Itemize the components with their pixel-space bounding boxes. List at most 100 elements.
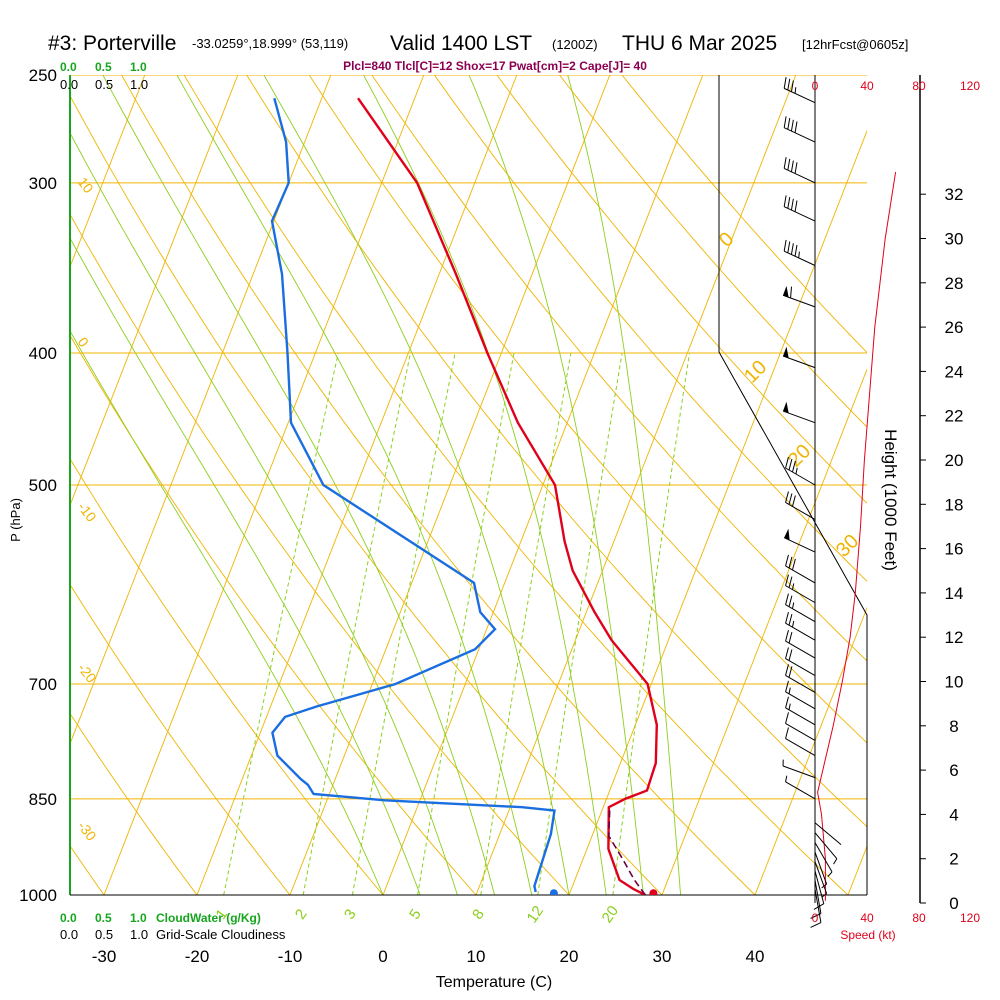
pressure-tick-label: 850 xyxy=(29,790,57,809)
wind-barb-staff xyxy=(814,842,833,873)
station-title: #3: Porterville xyxy=(48,32,176,55)
temperature-tick-label: -20 xyxy=(185,947,210,966)
x-axis-title: Temperature (C) xyxy=(436,974,552,991)
dry-adiabat-line xyxy=(70,845,105,895)
wind-barb-half xyxy=(821,893,827,898)
wind-barb-full xyxy=(785,612,789,624)
cloudiness-tick-2-top: 1.0 xyxy=(130,77,148,92)
wind-barb-half xyxy=(791,583,795,590)
wind-barb-full xyxy=(785,712,789,724)
moist-adiabat-line xyxy=(102,75,496,895)
wind-barb xyxy=(785,574,816,604)
wind-barb-full xyxy=(790,198,794,211)
wind-barb-full xyxy=(791,495,796,507)
wind-barb xyxy=(785,664,816,693)
wind-barb-full xyxy=(788,614,793,626)
speed-axis-label: Speed (kt) xyxy=(840,928,895,942)
temperature-tick-label: -30 xyxy=(92,947,117,966)
wind-barb xyxy=(814,861,828,898)
surface-dewpoint-point xyxy=(549,889,558,895)
dry-adiabat-line xyxy=(621,75,867,354)
wind-barb-full xyxy=(788,595,793,607)
wind-barb-full xyxy=(788,458,793,471)
dry-adiabat-line xyxy=(183,75,849,895)
wind-barb-staff xyxy=(814,851,828,885)
wind-barb-staff xyxy=(782,765,816,779)
wind-barb-staff xyxy=(785,707,816,726)
wind-barb-full xyxy=(794,244,798,257)
wind-barb xyxy=(783,116,816,143)
wind-barb-full xyxy=(788,556,793,569)
mixing-ratio-label: 2 xyxy=(292,906,311,923)
wind-barb-staff xyxy=(814,832,838,860)
plot-frame xyxy=(69,75,868,896)
wind-barb xyxy=(785,612,816,641)
height-axis-title: Height (1000 Feet) xyxy=(881,429,900,571)
wind-barb-full xyxy=(794,200,798,212)
wind-barb-staff xyxy=(785,467,816,486)
isotherm-label: -20 xyxy=(75,660,100,686)
wind-barb-staff xyxy=(785,691,816,710)
height-tick-label: 28 xyxy=(945,274,964,293)
speed-tick-0-bottom: 0 xyxy=(812,911,819,925)
wind-barb-full xyxy=(783,195,787,207)
isotherm-label: 10 xyxy=(740,356,771,387)
height-tick-label: 30 xyxy=(945,230,964,249)
mixing-ratio-line xyxy=(417,352,515,895)
wind-barb xyxy=(785,629,816,659)
speed-tick-120-top: 120 xyxy=(960,79,980,93)
dry-adiabat-line xyxy=(433,75,867,582)
wind-barb-full xyxy=(810,922,822,928)
y-axis-title: P (hPa) xyxy=(8,498,23,542)
wind-barb-staff xyxy=(783,168,816,184)
wind-barb-staff xyxy=(814,822,842,845)
cloudwater-tick-1-top: 0.5 xyxy=(95,60,112,74)
wind-barb xyxy=(785,727,816,757)
wind-barb-full xyxy=(790,119,794,132)
pressure-tick-label: 300 xyxy=(29,174,57,193)
temperature-tick-label: -10 xyxy=(278,947,303,966)
dry-adiabat-line xyxy=(371,75,867,662)
dry-adiabat-line xyxy=(70,213,570,895)
wind-barb-full xyxy=(788,576,793,588)
wind-barb-full xyxy=(783,239,787,252)
dry-adiabat-line xyxy=(70,457,384,895)
wind-barb-staff xyxy=(783,206,816,222)
wind-barb-staff xyxy=(785,738,816,757)
wind-barb-staff xyxy=(814,870,825,904)
wind-barb-half xyxy=(785,775,788,782)
isotherm-line xyxy=(70,75,146,269)
mixing-ratio-label: 8 xyxy=(469,906,488,923)
temperature-tick-label: 30 xyxy=(653,947,672,966)
wind-barb-staff xyxy=(783,87,816,104)
wind-barb-half xyxy=(791,620,795,628)
forecast-run: [12hrFcst@0605z] xyxy=(802,37,908,52)
wind-barb-full xyxy=(790,243,794,255)
wind-barb-full xyxy=(783,116,787,128)
dewpoint-line xyxy=(270,97,556,893)
wind-barb-full xyxy=(813,903,825,910)
forecast-date: THU 6 Mar 2025 xyxy=(622,32,777,55)
wind-speed-line xyxy=(817,172,897,901)
wind-barb-full xyxy=(790,80,794,92)
wind-barb-staff xyxy=(785,604,816,623)
wind-barb-half xyxy=(795,467,798,475)
wind-barb-full xyxy=(788,493,793,505)
wind-barb xyxy=(785,593,816,623)
temperature-tick-label: 20 xyxy=(560,947,579,966)
speed-tick-80-bottom: 80 xyxy=(912,911,926,925)
speed-tick-0-top: 0 xyxy=(812,79,819,93)
cloudwater-tick-2-bottom: 1.0 xyxy=(130,911,147,925)
height-tick-label: 4 xyxy=(949,805,958,824)
height-tick-label: 32 xyxy=(945,185,964,204)
parcel-line xyxy=(607,807,646,895)
dry-adiabat-line xyxy=(121,75,756,895)
wind-barb-full xyxy=(787,78,791,91)
speed-tick-40-bottom: 40 xyxy=(860,911,874,925)
wind-barb xyxy=(813,870,825,910)
wind-barb-full xyxy=(788,631,793,644)
plot-right-boundary xyxy=(718,75,868,895)
cloudwater-tick-2-top: 1.0 xyxy=(130,60,147,74)
height-tick-label: 12 xyxy=(945,628,964,647)
